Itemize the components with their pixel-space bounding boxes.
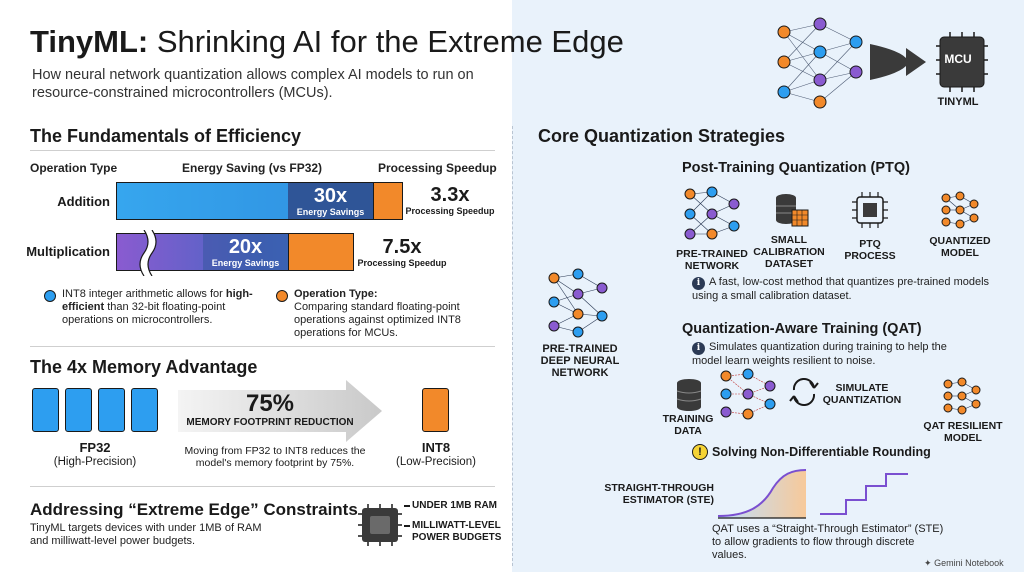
bar-break-mark [139, 230, 157, 276]
sparkle-icon: ✦ [924, 558, 932, 568]
fp32-block [98, 388, 125, 432]
memory-heading: The 4x Memory Advantage [30, 357, 258, 377]
int8-sub: (Low-Precision) [396, 456, 476, 468]
int8-label: INT8 [421, 440, 451, 455]
info-icon: i [692, 277, 705, 290]
legend-orange-dot [276, 290, 288, 302]
fp32-label: FP32 [79, 440, 111, 455]
simulate-quantization-label: SIMULATE QUANTIZATION [822, 382, 902, 406]
divider [30, 486, 495, 487]
ste-label: STRAIGHT-THROUGH ESTIMATOR (STE) [604, 482, 714, 506]
fp32-block [65, 388, 92, 432]
col-operation-type: Operation Type [30, 161, 118, 175]
legend-blue-text: INT8 integer arithmetic allows for high-… [62, 288, 253, 326]
mcu-chip-label: MCU [944, 52, 972, 66]
divider [30, 346, 495, 347]
reduction-arrow [178, 380, 382, 442]
qat-network-icon [720, 368, 776, 420]
reduction-percent: 75% [245, 390, 295, 417]
ptq-step-process: PTQ PROCESS [844, 238, 896, 262]
step-function-graph [820, 473, 908, 515]
training-data-icon [676, 379, 702, 411]
edge-heading: Addressing “Extreme Edge” Constraints [30, 500, 358, 519]
ram-label: UNDER 1MB RAM [412, 500, 497, 511]
multiplication-saving-value: 20x [228, 236, 263, 258]
addition-speedup-value: 3.3x [430, 184, 470, 206]
legend-blue-dot [44, 290, 56, 302]
fp32-block [131, 388, 158, 432]
page-subtitle: How neural network quantization allows c… [32, 67, 474, 101]
quantized-model-icon [941, 191, 979, 229]
core-heading: Core Quantization Strategies [538, 126, 786, 146]
reduction-note: Moving from FP32 to INT8 reduces the mod… [184, 445, 366, 469]
qat-heading: Quantization-Aware Training (QAT) [682, 321, 922, 337]
ptq-step-pretrained: PRE-TRAINED NETWORK [676, 248, 748, 272]
edge-text: TinyML targets devices with under 1MB of… [30, 522, 262, 547]
info-icon: i [692, 342, 705, 355]
calibration-dataset-icon [776, 194, 809, 227]
col-energy-saving: Energy Saving (vs FP32) [182, 161, 323, 175]
ste-smooth-curve [718, 469, 807, 519]
fp32-block [32, 388, 59, 432]
page-title: TinyML: Shrinking AI for the Extreme Edg… [30, 24, 624, 59]
ptq-heading: Post-Training Quantization (PTQ) [682, 160, 910, 176]
ptq-process-chip-icon [852, 192, 888, 228]
addition-speedup-label: Processing Speedup [405, 206, 495, 216]
pretrained-network-icon [684, 186, 740, 240]
pointer-line [404, 525, 410, 527]
training-data-label: TRAINING DATA [662, 413, 714, 437]
addition-speed-bar [373, 182, 403, 220]
int8-block [422, 388, 449, 432]
divider [30, 150, 495, 151]
tinyml-label: TINYML [937, 96, 979, 108]
deep-nn-label: PRE-TRAINED DEEP NEURAL NETWORK [540, 343, 620, 379]
qat-note: i Simulates quantization during training … [692, 341, 947, 367]
footer-brand: ✦ Gemini Notebook [924, 558, 1004, 568]
qat-resilient-model-icon [943, 377, 981, 415]
addition-saving-value: 30x [313, 185, 348, 207]
power-label: MILLIWATT-LEVEL POWER BUDGETS [412, 520, 502, 543]
ptq-step-calibration: SMALL CALIBRATION DATASET [753, 234, 825, 270]
col-processing-speedup: Processing Speedup [378, 161, 497, 175]
addition-savings-segment [288, 183, 373, 219]
multiplication-speedup-label: Processing Speedup [357, 258, 447, 268]
fp32-sub: (High-Precision) [53, 456, 137, 468]
ptq-step-quantized: QUANTIZED MODEL [929, 235, 991, 259]
chip-icon [358, 504, 402, 546]
fundamentals-heading: The Fundamentals of Efficiency [30, 126, 302, 146]
multiplication-speed-bar [288, 233, 354, 271]
reduction-label: MEMORY FOOTPRINT REDUCTION [186, 417, 354, 428]
op-multiplication: Multiplication [26, 244, 110, 259]
deep-nn-icon [548, 268, 608, 338]
multiplication-saving-label: Energy Savings [211, 258, 280, 268]
warning-icon: ! [692, 444, 708, 460]
legend-orange-text: Operation Type: Comparing standard floati… [294, 288, 461, 339]
pointer-line [404, 505, 410, 507]
qat-resilient-label: QAT RESILIENT MODEL [923, 420, 1003, 444]
rounding-heading: Solving Non-Differentiable Rounding [712, 445, 931, 459]
multiplication-speedup-value: 7.5x [382, 236, 422, 258]
panel-divider [512, 126, 513, 566]
op-addition: Addition [57, 194, 110, 209]
rounding-note: QAT uses a “Straight-Through Estimator” … [712, 523, 944, 561]
nn-to-mcu-illustration [777, 17, 988, 109]
multiplication-savings-segment [203, 234, 288, 270]
addition-saving-label: Energy Savings [296, 207, 365, 217]
cycle-arrows-icon [789, 378, 819, 406]
